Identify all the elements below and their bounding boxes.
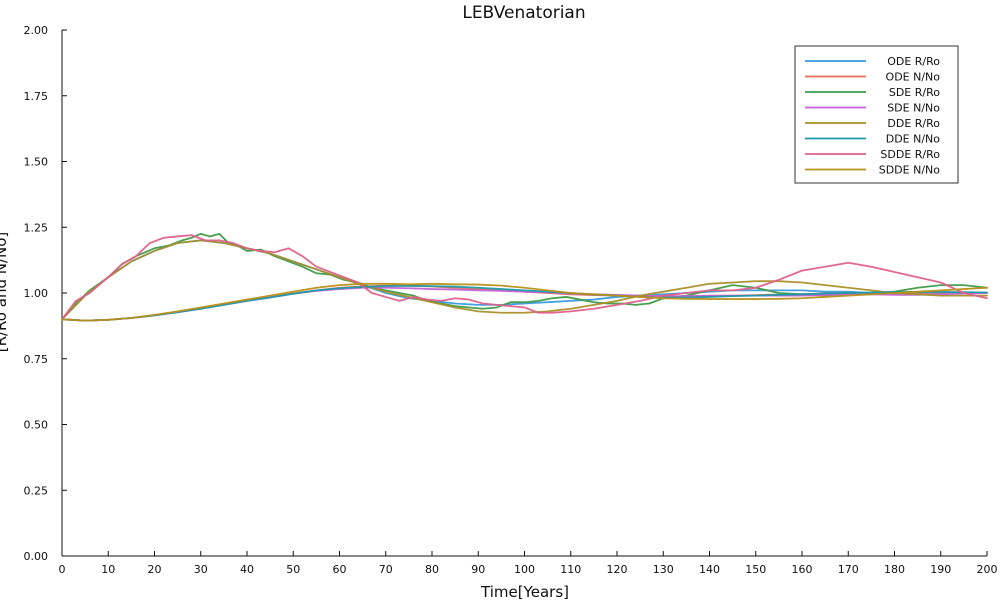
- plot-lines: [61, 232, 988, 322]
- x-tick-label: 120: [607, 563, 628, 576]
- y-tick-label: 0.75: [24, 353, 49, 366]
- x-tick-label: 90: [471, 563, 485, 576]
- legend-label: DDE R/Ro: [887, 117, 940, 130]
- legend-label: ODE N/No: [886, 71, 941, 84]
- y-tick-label: 1.50: [24, 156, 49, 169]
- x-tick-label: 30: [194, 563, 208, 576]
- y-tick-label: 0.25: [24, 484, 49, 497]
- x-tick-label: 100: [514, 563, 535, 576]
- x-tick-label: 190: [930, 563, 951, 576]
- series-line-sdde-r-ro: [61, 234, 988, 321]
- x-tick-label: 180: [884, 563, 905, 576]
- x-tick-label: 110: [560, 563, 581, 576]
- series-line-sdde-n-no: [61, 282, 988, 322]
- x-tick-label: 160: [792, 563, 813, 576]
- legend-box: [794, 45, 959, 184]
- x-tick-label: 40: [240, 563, 254, 576]
- series-line-sde-r-ro: [61, 232, 988, 321]
- legend-items: ODE R/Ro ODE N/No SDE R/Ro SDE N/No DDE R/Ro…: [805, 55, 940, 177]
- x-tick-label: 140: [699, 563, 720, 576]
- y-tick-label: 1.00: [24, 287, 49, 300]
- x-tick-label: 80: [425, 563, 439, 576]
- y-tick-label: 1.75: [24, 90, 49, 103]
- x-tick-label: 0: [59, 563, 66, 576]
- series-line-dde-n-no: [61, 284, 988, 322]
- legend-label: SDDE R/Ro: [880, 148, 940, 161]
- y-tick-label: 0.50: [24, 419, 49, 432]
- x-tick-label: 70: [379, 563, 393, 576]
- legend-label: SDE N/No: [887, 102, 940, 115]
- legend-label: SDDE N/No: [879, 164, 941, 177]
- y-tick-label: 1.25: [24, 221, 49, 234]
- x-tick-label: 170: [838, 563, 859, 576]
- legend-label: ODE R/Ro: [887, 55, 940, 68]
- x-tick-label: 10: [101, 563, 115, 576]
- x-tick-label: 20: [148, 563, 162, 576]
- x-tick-label: 200: [977, 563, 998, 576]
- x-tick-label: 50: [286, 563, 300, 576]
- x-tick-label: 150: [745, 563, 766, 576]
- y-axis-title: [R/Ro and N/No]: [0, 232, 10, 353]
- legend: ODE R/Ro ODE N/No SDE R/Ro SDE N/No DDE R/Ro…: [794, 45, 959, 184]
- series-line-dde-r-ro: [61, 239, 988, 321]
- y-tick-label: 0.00: [24, 550, 49, 563]
- legend-label: DDE N/No: [886, 133, 941, 146]
- legend-label: SDE R/Ro: [889, 86, 940, 99]
- chart-title: LEBVenatorian: [462, 3, 585, 23]
- x-axis-title: Time[Years]: [480, 583, 569, 600]
- axes: 0 10 20 30 40 50 60 70 80 90 100 110 120 130 140 150 160…: [24, 24, 998, 576]
- y-tick-label: 2.00: [24, 24, 49, 37]
- x-tick-label: 130: [653, 563, 674, 576]
- x-tick-label: 60: [333, 563, 347, 576]
